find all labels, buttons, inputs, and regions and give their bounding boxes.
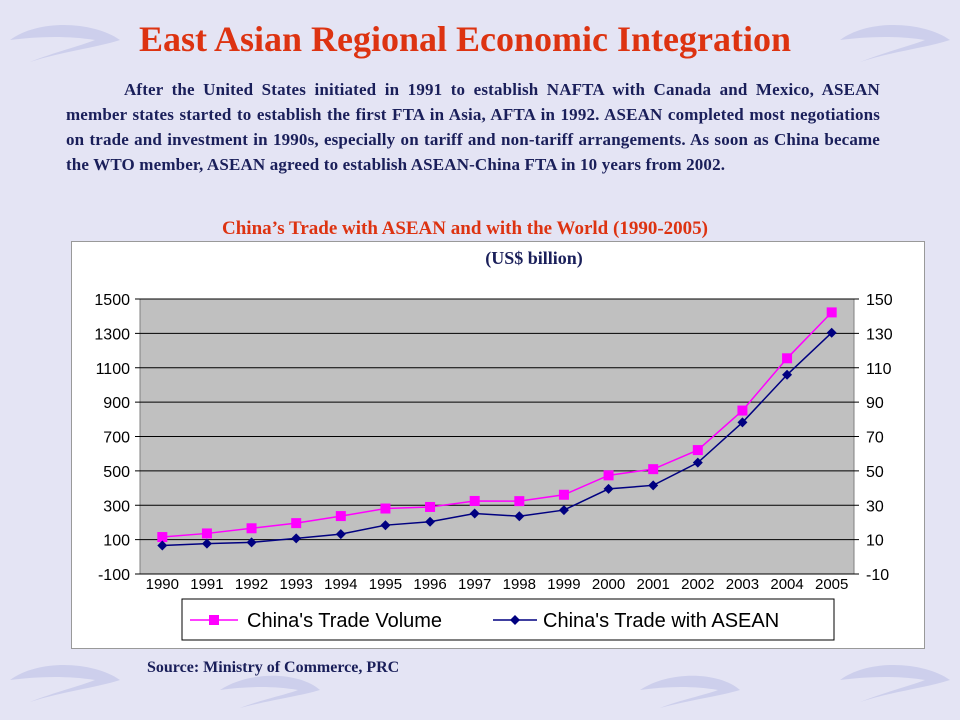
data-point-trade-asean: [201, 538, 212, 549]
left-tick-label: 1300: [94, 326, 130, 343]
data-point-trade-asean: [826, 327, 837, 338]
left-tick-label: 100: [103, 533, 130, 550]
right-tick-label: 50: [866, 464, 884, 481]
data-point-trade-volume: [425, 501, 436, 512]
right-tick-label: 110: [866, 361, 892, 378]
data-point-trade-asean: [648, 480, 659, 491]
data-point-trade-asean: [692, 457, 703, 468]
data-point-trade-volume: [157, 532, 168, 543]
data-point-trade-asean: [157, 540, 168, 551]
data-point-trade-volume: [469, 495, 480, 506]
x-tick-label: 2002: [681, 576, 714, 593]
intro-paragraph: After the United States initiated in 199…: [66, 80, 880, 174]
chart-unit-label: (US$ billion): [485, 248, 583, 268]
legend-label: China's Trade Volume: [247, 610, 442, 632]
left-tick-label: 1500: [94, 292, 130, 309]
left-tick-label: 700: [103, 430, 130, 447]
data-point-trade-volume: [782, 353, 793, 364]
data-point-trade-asean: [380, 520, 391, 531]
x-tick-label: 1992: [235, 576, 268, 593]
x-tick-label: 2004: [770, 576, 803, 593]
data-point-trade-volume: [603, 470, 614, 481]
x-tick-label: 1995: [369, 576, 402, 593]
data-point-trade-volume: [514, 496, 525, 507]
data-point-trade-volume: [335, 511, 346, 522]
data-point-trade-asean: [425, 516, 436, 527]
x-tick-label: 2000: [592, 576, 625, 593]
chart-title: China’s Trade with ASEAN and with the Wo…: [222, 218, 708, 239]
data-point-trade-volume: [558, 489, 569, 500]
x-tick-label: 1998: [503, 576, 536, 593]
data-point-trade-asean: [291, 533, 302, 544]
data-point-trade-asean: [246, 537, 257, 548]
data-point-trade-volume: [648, 464, 659, 475]
x-tick-label: 1994: [324, 576, 357, 593]
right-tick-label: 70: [866, 430, 884, 447]
right-tick-label: 130: [866, 326, 893, 343]
data-point-trade-asean: [737, 417, 748, 428]
data-point-trade-asean: [782, 369, 793, 380]
data-point-trade-asean: [514, 511, 525, 522]
x-tick-label: 1997: [458, 576, 491, 593]
x-tick-label: 2005: [815, 576, 848, 593]
left-tick-label: -100: [98, 567, 130, 584]
right-tick-label: -10: [866, 567, 889, 584]
left-tick-label: 300: [103, 498, 130, 515]
source-note: Source: Ministry of Commerce, PRC: [147, 659, 400, 676]
right-tick-label: 150: [866, 292, 893, 309]
data-point-trade-volume: [291, 518, 302, 529]
right-tick-label: 10: [866, 533, 884, 550]
data-point-trade-volume: [692, 445, 703, 456]
data-point-trade-volume: [201, 528, 212, 539]
series-line-trade-volume: [162, 311, 833, 538]
x-tick-label: 1996: [413, 576, 446, 593]
data-point-trade-volume: [246, 523, 257, 534]
data-point-trade-volume: [737, 405, 748, 416]
data-point-trade-volume: [380, 503, 391, 514]
x-tick-label: 2003: [726, 576, 759, 593]
legend-label: China's Trade with ASEAN: [543, 610, 779, 632]
left-tick-label: 900: [103, 395, 130, 412]
legend-marker-diamond: [510, 615, 520, 625]
data-point-trade-asean: [603, 483, 614, 494]
data-point-trade-volume: [826, 307, 837, 318]
x-tick-label: 1990: [146, 576, 179, 593]
right-tick-label: 30: [866, 498, 884, 515]
left-tick-label: 1100: [96, 361, 131, 378]
right-tick-label: 90: [866, 395, 884, 412]
x-tick-label: 1999: [547, 576, 580, 593]
data-point-trade-asean: [558, 505, 569, 516]
left-tick-label: 500: [103, 464, 130, 481]
x-tick-label: 2001: [637, 576, 670, 593]
data-point-trade-asean: [469, 508, 480, 519]
series-line-trade-asean: [162, 332, 833, 547]
x-tick-label: 1993: [280, 576, 313, 593]
x-tick-label: 1991: [190, 576, 223, 593]
page-title: East Asian Regional Economic Integration: [138, 19, 792, 59]
legend-marker-square: [209, 615, 219, 625]
data-point-trade-asean: [335, 529, 346, 540]
